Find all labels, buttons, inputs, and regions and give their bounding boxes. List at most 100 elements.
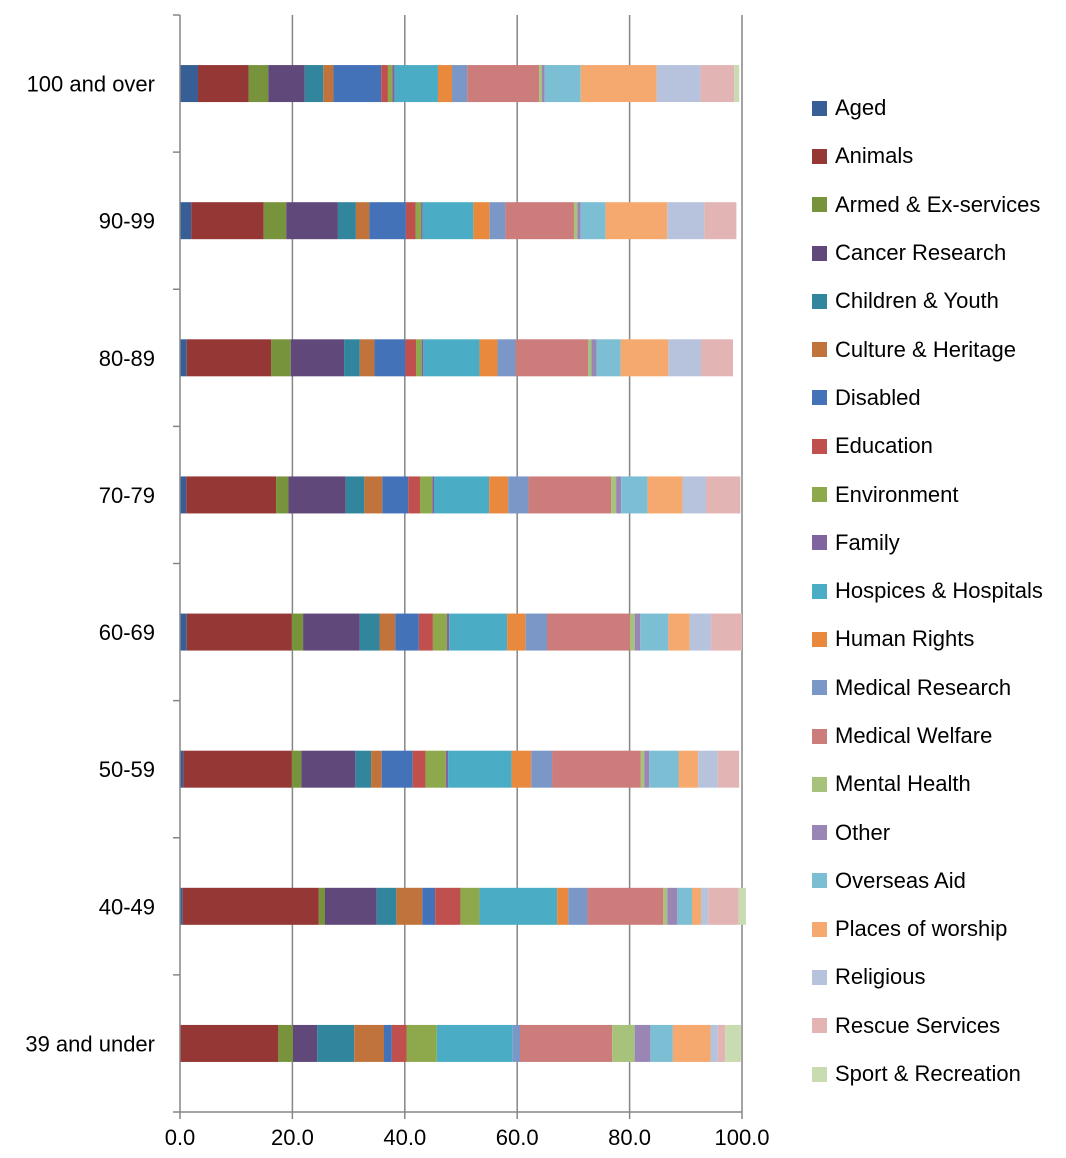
bar-segment (656, 65, 701, 103)
bar-segment (539, 65, 542, 103)
legend-item: Overseas Aid (812, 857, 1066, 905)
legend-swatch (812, 148, 827, 164)
bar-segment (587, 887, 664, 925)
legend-item: Animals (812, 132, 1066, 180)
legend-label: Aged (835, 95, 887, 121)
bar-segment (186, 476, 277, 514)
bar-segment (573, 202, 578, 240)
bar-segment (337, 202, 356, 240)
legend-label: Medical Welfare (835, 723, 993, 748)
bar-stacks (180, 65, 746, 1062)
category-labels: 100 and over 90-99 80-89 70-79 60-69 50-59 40-… (25, 72, 155, 1057)
x-tick-label: 100.0 (714, 1125, 769, 1150)
bar-segment (678, 750, 699, 788)
bar-segment (505, 202, 574, 240)
bar-segment (391, 1024, 407, 1062)
bar-stack (180, 750, 740, 788)
category-label: 80-89 (99, 346, 155, 371)
bar-segment (180, 65, 198, 103)
bar-segment (689, 613, 712, 651)
legend-item: Medical Research (812, 664, 1066, 712)
bar-stack (180, 202, 737, 240)
bar-segment (445, 750, 449, 788)
category-label: 100 and over (27, 72, 155, 97)
bar-segment (381, 65, 388, 103)
category-label: 50-59 (99, 757, 155, 782)
bar-segment (180, 339, 187, 377)
bar-segment (520, 1024, 613, 1062)
bar-segment (546, 613, 631, 651)
bar-segment (568, 887, 588, 925)
legend-swatch (812, 342, 827, 358)
bar-segment (620, 339, 669, 377)
bar-segment (278, 1024, 293, 1062)
bar-segment (682, 476, 707, 514)
bar-segment (268, 65, 305, 103)
legend-swatch (812, 1018, 827, 1034)
bar-segment (180, 887, 183, 925)
bar-segment (437, 65, 453, 103)
bar-segment (531, 750, 553, 788)
bar-segment (345, 476, 365, 514)
category-label: 60-69 (99, 620, 155, 645)
bar-segment (381, 750, 413, 788)
legend-label: Cancer Research (835, 240, 1007, 266)
category-label: 39 and under (25, 1031, 155, 1056)
bar-segment (452, 65, 468, 103)
legend-swatch (812, 197, 827, 213)
bar-segment (717, 1024, 726, 1062)
bar-segment (183, 750, 292, 788)
legend-swatch (812, 728, 827, 744)
legend-swatch (812, 438, 827, 454)
bar-segment (525, 613, 547, 651)
bar-segment (460, 887, 480, 925)
bar-segment (288, 476, 346, 514)
legend-swatch (812, 825, 827, 841)
legend-swatch (812, 390, 827, 406)
legend-item: Family (812, 519, 1066, 567)
bar-segment (291, 750, 302, 788)
bar-segment (180, 613, 187, 651)
bar-stack (180, 339, 734, 377)
bar-segment (700, 65, 735, 103)
bar-segment (191, 202, 264, 240)
axes (173, 14, 743, 1119)
bar-segment (479, 887, 558, 925)
legend-swatch (812, 680, 827, 696)
bar-segment (640, 750, 645, 788)
bar-segment (497, 339, 516, 377)
x-tick-label: 80.0 (608, 1125, 651, 1150)
bar-stack (180, 1024, 741, 1062)
bar-segment (544, 65, 581, 103)
legend-label: Overseas Aid (835, 867, 966, 893)
legend-label: Other (835, 819, 891, 845)
legend-label: Human Rights (835, 626, 975, 652)
bar-segment (512, 1024, 521, 1062)
bar-segment (382, 476, 409, 514)
bar-segment (432, 476, 435, 514)
bar-segment (650, 1024, 673, 1062)
bar-segment (395, 613, 419, 651)
bar-segment (421, 339, 424, 377)
legend-swatch (812, 776, 827, 792)
bar-segment (387, 65, 393, 103)
bar-segment (596, 339, 621, 377)
bar-segment (354, 1024, 385, 1062)
bar-segment (580, 202, 606, 240)
bar-segment (528, 476, 612, 514)
bar-segment (182, 887, 319, 925)
bar-segment (186, 613, 292, 651)
bar-segment (422, 202, 474, 240)
bar-segment (324, 887, 377, 925)
bar-segment (649, 750, 679, 788)
bar-segment (303, 613, 360, 651)
bar-segment (489, 476, 509, 514)
bar-segment (379, 613, 396, 651)
legend-label: Armed & Ex-services (835, 191, 1041, 217)
legend-label: Family (835, 529, 900, 555)
bar-segment (384, 1024, 392, 1062)
bar-segment (419, 476, 433, 514)
bar-segment (644, 750, 650, 788)
bar-segment (425, 750, 446, 788)
